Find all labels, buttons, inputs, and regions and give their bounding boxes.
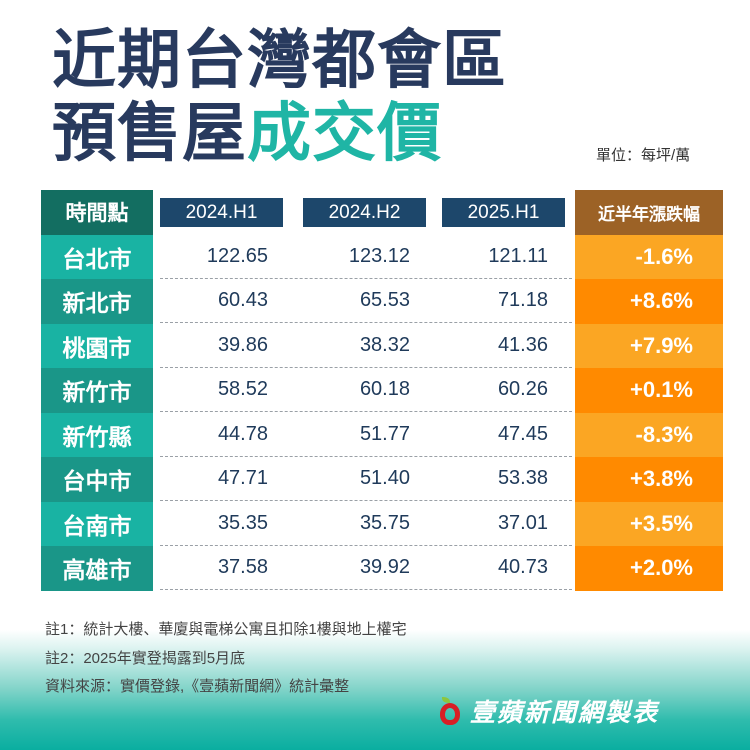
- period-header-2024-h2: 2024.H2: [303, 198, 426, 227]
- table-row: 47.71 51.40 53.38: [160, 457, 572, 501]
- footnotes: 註1：統計大樓、華廈與電梯公寓且扣除1樓與地上權宅 註2：2025年實登揭露到5…: [45, 616, 407, 702]
- price-cell: 122.65: [206, 244, 268, 267]
- change-cell: +2.0%: [575, 546, 723, 591]
- footnote-2: 註2：2025年實登揭露到5月底: [45, 649, 246, 667]
- price-cell: 38.32: [359, 333, 410, 356]
- price-cell: 51.40: [359, 467, 410, 489]
- apple-icon: [440, 697, 462, 725]
- table-row: 44.78 51.77 47.45: [160, 412, 572, 457]
- unit-label: 單位：每坪/萬: [596, 147, 691, 164]
- table-row: 37.58 39.92 40.73: [160, 546, 572, 590]
- change-cell: +0.1%: [575, 368, 723, 413]
- page-title-line2: 預售屋成交價: [52, 100, 442, 168]
- price-cell: 39.86: [217, 333, 268, 356]
- logo-text: 壹蘋新聞網製表: [470, 699, 660, 727]
- table-row: 35.35 35.75 37.01: [160, 501, 572, 546]
- price-cell: 47.71: [217, 467, 268, 489]
- change-header: 近半年漲跌幅: [575, 190, 723, 235]
- table-row: 39.86 38.32 41.36: [160, 323, 572, 368]
- city-column: 時間點 台北市 新北市 桃園市 新竹市 新竹縣 台中市 台南市 高雄市: [41, 190, 153, 591]
- price-cell: 121.11: [488, 244, 548, 267]
- table-row: 60.43 65.53 71.18: [160, 279, 572, 323]
- city-cell: 台中市: [41, 457, 153, 502]
- time-header: 時間點: [41, 190, 153, 235]
- change-cell: +3.5%: [575, 501, 723, 546]
- title-main: 預售屋: [52, 96, 247, 171]
- period-header-2024-h1: 2024.H1: [160, 198, 283, 227]
- price-cell: 53.38: [497, 467, 548, 489]
- price-cell: 37.01: [497, 511, 548, 534]
- city-cell: 新竹縣: [41, 412, 153, 457]
- change-cell: +7.9%: [575, 323, 723, 368]
- change-cell: +3.8%: [575, 457, 723, 502]
- footnote-1: 註1：統計大樓、華廈與電梯公寓且扣除1樓與地上權宅: [45, 621, 407, 638]
- page-title-line1: 近期台灣都會區: [52, 23, 507, 98]
- price-cell: 39.92: [359, 556, 410, 578]
- price-cell: 35.75: [359, 511, 410, 534]
- data-source: 資料來源：實價登錄,《壹蘋新聞網》統計彙整: [45, 678, 350, 695]
- price-cell: 60.18: [359, 378, 410, 400]
- city-cell: 台北市: [41, 234, 153, 279]
- city-cell: 新北市: [41, 279, 153, 324]
- table-row: 58.52 60.18 60.26: [160, 368, 572, 412]
- price-cell: 60.43: [217, 289, 268, 311]
- price-cell: 47.45: [497, 422, 548, 445]
- price-cell: 35.35: [217, 511, 268, 534]
- city-cell: 台南市: [41, 501, 153, 546]
- price-cell: 51.77: [359, 422, 410, 445]
- change-column: 近半年漲跌幅 -1.6% +8.6% +7.9% +0.1% -8.3% +3.…: [575, 190, 723, 591]
- price-cell: 71.18: [497, 289, 548, 311]
- price-cell: 41.36: [497, 333, 548, 356]
- price-cell: 58.52: [217, 378, 268, 400]
- change-cell: +8.6%: [575, 279, 723, 324]
- price-cell: 60.26: [497, 378, 548, 400]
- price-cell: 44.78: [217, 422, 268, 445]
- city-cell: 桃園市: [41, 323, 153, 368]
- city-cell: 新竹市: [41, 368, 153, 413]
- change-cell: -8.3%: [575, 412, 723, 457]
- publisher-logo: 壹蘋新聞網製表: [440, 693, 659, 729]
- price-cell: 123.12: [348, 244, 410, 267]
- title-accent: 成交價: [247, 96, 442, 171]
- price-cell: 37.58: [217, 556, 268, 578]
- price-cell: 65.53: [359, 289, 410, 311]
- city-cell: 高雄市: [41, 546, 153, 591]
- period-header-2025-h1: 2025.H1: [442, 198, 565, 227]
- price-cell: 40.73: [497, 556, 548, 578]
- price-table-body: 122.65 123.12 121.11 60.43 65.53 71.18 3…: [160, 234, 572, 590]
- table-row: 122.65 123.12 121.11: [160, 234, 572, 279]
- change-cell: -1.6%: [575, 234, 723, 279]
